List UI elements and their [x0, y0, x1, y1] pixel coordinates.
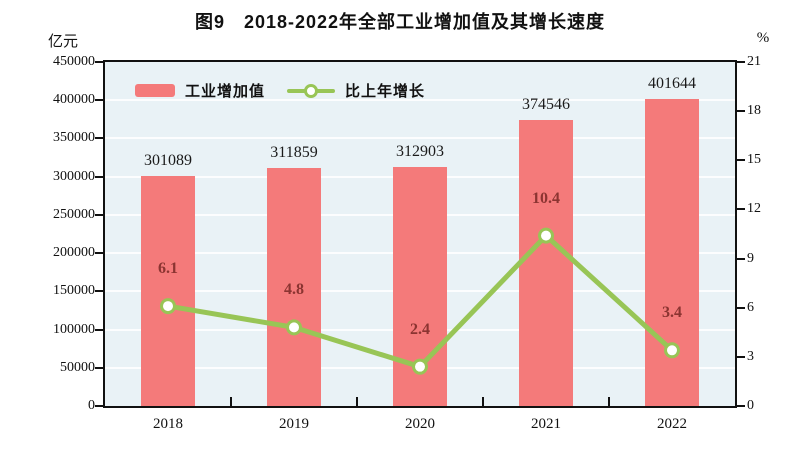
- gridline: [105, 137, 735, 140]
- left-axis-tick: [95, 213, 103, 216]
- right-axis-unit-label: %: [756, 30, 770, 46]
- left-axis-tick: [95, 61, 103, 63]
- right-axis-tick-label: 9: [747, 250, 754, 266]
- left-axis-tick-label: 300000: [53, 168, 95, 184]
- right-axis-tick: [737, 159, 745, 162]
- left-axis-unit-label: 亿元: [47, 33, 78, 50]
- x-axis-category-label: 2018: [153, 416, 183, 432]
- right-axis-tick-label: 3: [747, 348, 754, 364]
- left-axis-tick: [95, 366, 103, 369]
- x-axis-category-label: 2019: [279, 416, 309, 432]
- right-axis-tick: [737, 61, 745, 63]
- gridline: [105, 99, 735, 102]
- x-axis-category-label: 2021: [531, 416, 561, 432]
- legend-label-bar: 工业增加值: [185, 83, 266, 100]
- bar-value-label: 301089: [144, 151, 192, 169]
- plot-area: 301089 311859 312903 374546 401644 6.1 4.8 2.4…: [103, 60, 737, 408]
- left-axis-tick: [95, 99, 103, 102]
- bar: [141, 175, 195, 406]
- bar-value-label: 401644: [648, 74, 696, 92]
- right-axis-tick-label: 12: [747, 201, 761, 217]
- left-axis-tick: [95, 137, 103, 140]
- left-axis-tick-label: 250000: [53, 206, 95, 222]
- left-axis-tick-label: 350000: [53, 130, 95, 146]
- left-axis-tick-label: 0: [88, 398, 95, 413]
- right-axis-tick: [737, 355, 745, 358]
- bar: [519, 119, 573, 406]
- left-axis-tick-label: 450000: [53, 54, 95, 69]
- right-axis-tick: [737, 208, 745, 211]
- line-marker: [412, 358, 428, 375]
- x-axis-category-label: 2020: [405, 416, 435, 432]
- left-axis-tick: [95, 328, 103, 331]
- right-axis-tick-label: 6: [747, 299, 754, 315]
- left-axis-tick: [95, 405, 103, 407]
- line-marker: [538, 227, 554, 244]
- left-axis-tick-label: 200000: [53, 245, 95, 261]
- growth-value-label: 6.1: [158, 260, 178, 278]
- bar-value-label: 374546: [522, 95, 570, 113]
- x-axis-category-label: 2022: [657, 416, 687, 432]
- left-axis-tick-label: 100000: [53, 321, 95, 337]
- right-axis-tick: [737, 110, 745, 113]
- right-axis-tick: [737, 306, 745, 309]
- left-axis-tick: [95, 252, 103, 255]
- left-axis-tick-label: 150000: [53, 283, 95, 299]
- legend-item-line: 比上年增长: [287, 80, 425, 101]
- legend-label-line: 比上年增长: [345, 83, 426, 100]
- growth-value-label: 10.4: [532, 189, 560, 207]
- line-marker: [286, 319, 302, 336]
- legend-item-bar: 工业增加值: [135, 80, 265, 101]
- left-axis-tick-label: 50000: [60, 359, 95, 375]
- bar-value-label: 312903: [396, 142, 444, 160]
- line-series-swatch-icon: [287, 83, 336, 98]
- line-marker: [160, 298, 176, 315]
- line-marker: [664, 342, 680, 359]
- x-axis-tick: [230, 397, 232, 406]
- x-axis-tick: [356, 397, 358, 406]
- right-axis-tick-label: 21: [747, 54, 761, 69]
- right-axis-tick-label: 18: [747, 103, 761, 119]
- right-axis-tick: [737, 405, 745, 407]
- bar-series-swatch-icon: [135, 84, 175, 97]
- bar-value-label: 311859: [270, 143, 318, 161]
- bar: [267, 167, 321, 406]
- growth-value-label: 2.4: [410, 320, 430, 338]
- right-axis-tick-label: 0: [747, 398, 754, 413]
- left-axis-tick: [95, 290, 103, 293]
- growth-value-label: 3.4: [662, 304, 682, 322]
- growth-value-label: 4.8: [284, 281, 304, 299]
- legend: 工业增加值 比上年增长: [135, 80, 425, 101]
- left-axis-tick-label: 400000: [53, 92, 95, 108]
- growth-line: [165, 233, 675, 370]
- x-axis-tick: [482, 397, 484, 406]
- right-axis-tick-label: 15: [747, 152, 761, 168]
- x-axis-tick: [608, 397, 610, 406]
- line-series: [160, 227, 680, 375]
- right-axis-tick: [737, 257, 745, 260]
- chart-title: 图9 2018-2022年全部工业增加值及其增长速度: [194, 12, 606, 32]
- left-axis-tick: [95, 175, 103, 178]
